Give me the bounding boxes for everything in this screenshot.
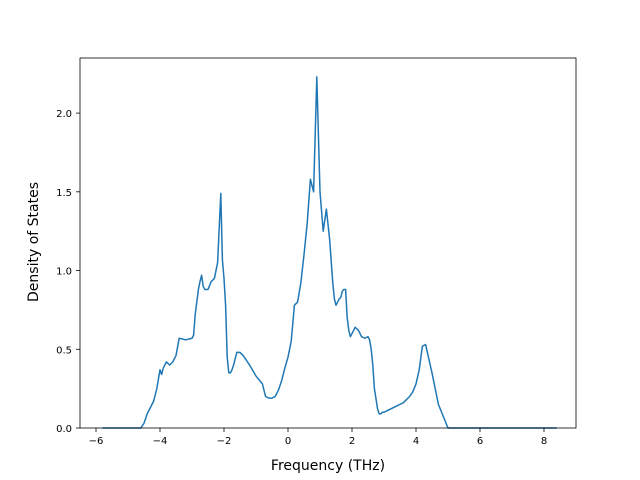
x-tick-label: −4: [153, 436, 168, 447]
y-axis-ticks: 0.0 0.5 1.0 1.5 2.0: [56, 109, 80, 435]
x-axis-ticks: −6 −4 −2 0 2 4 6 8: [89, 428, 547, 447]
y-tick-label: 1.5: [56, 188, 72, 199]
x-tick-label: 6: [477, 436, 483, 447]
x-tick-label: 4: [413, 436, 419, 447]
plot-area: [79, 57, 577, 429]
y-tick-label: 0.5: [56, 345, 72, 356]
x-tick-label: 2: [349, 436, 355, 447]
y-axis-title: Density of States: [26, 182, 42, 302]
x-tick-label: −6: [89, 436, 104, 447]
x-tick-label: −2: [217, 436, 232, 447]
x-axis-title: Frequency (THz): [271, 458, 385, 474]
x-tick-label: 8: [541, 436, 547, 447]
x-tick-label: 0: [285, 436, 291, 447]
dos-series-line: [102, 76, 557, 429]
y-tick-label: 0.0: [56, 424, 72, 435]
y-tick-label: 2.0: [56, 109, 72, 120]
plot-frame: [79, 57, 577, 429]
y-tick-label: 1.0: [56, 267, 72, 278]
